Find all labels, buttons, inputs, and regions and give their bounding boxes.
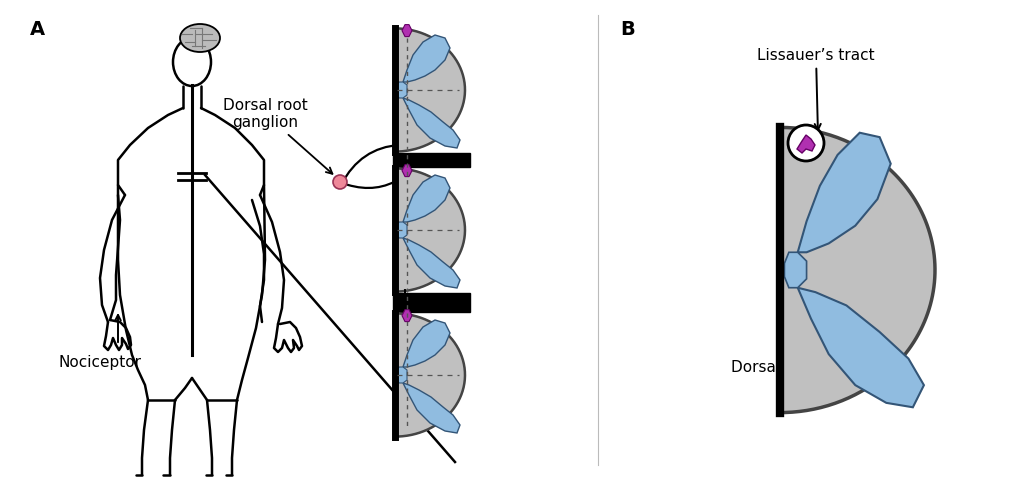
Polygon shape xyxy=(403,383,460,433)
Circle shape xyxy=(333,175,347,189)
Polygon shape xyxy=(397,82,407,98)
Text: Dorsal root
ganglion: Dorsal root ganglion xyxy=(222,98,333,174)
Polygon shape xyxy=(395,28,465,151)
Polygon shape xyxy=(397,222,407,238)
Polygon shape xyxy=(784,252,807,288)
Polygon shape xyxy=(403,238,460,288)
Polygon shape xyxy=(780,127,935,412)
Circle shape xyxy=(788,125,824,161)
Polygon shape xyxy=(403,175,450,222)
Polygon shape xyxy=(393,293,470,312)
Polygon shape xyxy=(403,98,460,148)
Text: Dorsal horn: Dorsal horn xyxy=(731,307,853,375)
Polygon shape xyxy=(798,288,924,407)
Polygon shape xyxy=(402,309,412,321)
Ellipse shape xyxy=(180,24,220,52)
Text: Nociceptor: Nociceptor xyxy=(58,355,141,370)
Polygon shape xyxy=(403,320,450,367)
Text: A: A xyxy=(30,20,45,39)
Polygon shape xyxy=(402,165,412,177)
Polygon shape xyxy=(395,313,465,436)
Text: Lissauer’s tract: Lissauer’s tract xyxy=(757,48,874,130)
Polygon shape xyxy=(797,135,815,153)
Polygon shape xyxy=(798,133,891,252)
Polygon shape xyxy=(397,367,407,383)
Polygon shape xyxy=(393,153,470,167)
Polygon shape xyxy=(402,24,412,36)
Polygon shape xyxy=(403,35,450,82)
Polygon shape xyxy=(395,169,465,292)
Text: B: B xyxy=(620,20,635,39)
